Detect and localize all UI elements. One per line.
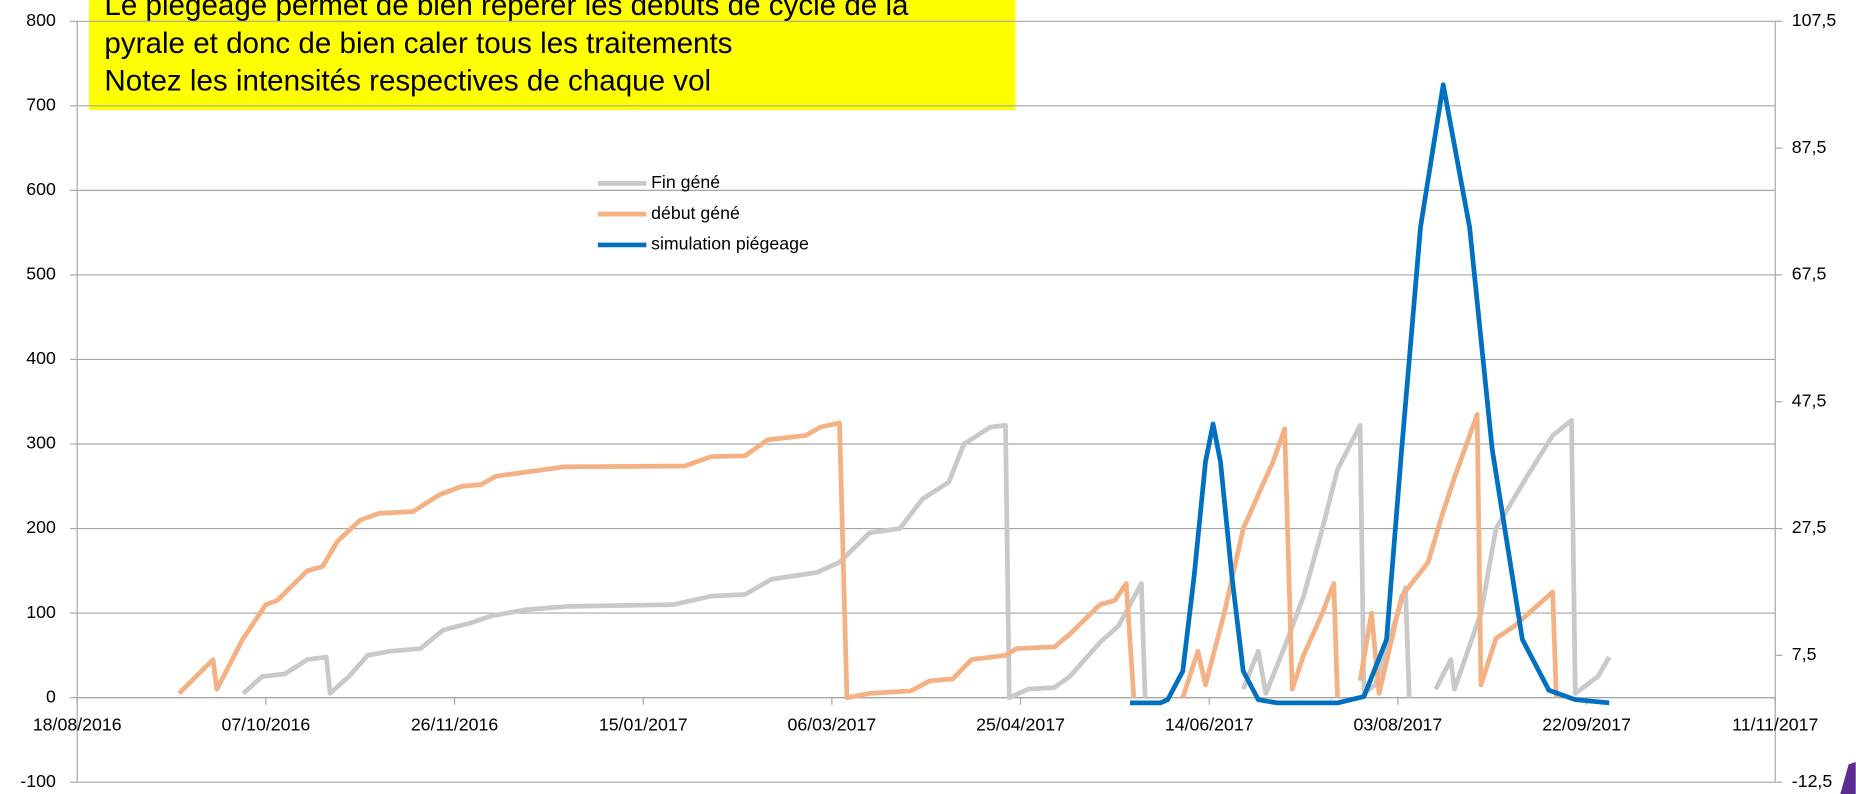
series-line	[241, 417, 1612, 701]
annotation-box	[89, 0, 1016, 111]
x-tick-label: 11/11/2017	[1732, 715, 1818, 735]
x-tick-label: 26/11/2016	[411, 715, 499, 735]
x-tick-label: 25/04/2017	[976, 715, 1065, 735]
annotation-line: Notez les intensités respectives de chaq…	[104, 65, 711, 98]
y2-tick-label: 67,5	[1792, 264, 1827, 284]
y2-tick-label: 87,5	[1792, 137, 1827, 157]
x-tick-label: 18/08/2016	[33, 715, 122, 735]
x-tick-label: 03/08/2017	[1354, 715, 1443, 735]
y2-tick-label: -12,5	[1792, 771, 1833, 791]
y-tick-label: -100	[20, 771, 56, 791]
y-tick-label: 300	[26, 433, 56, 453]
y-tick-label: 400	[26, 348, 56, 368]
x-tick-label: 07/10/2016	[221, 715, 310, 735]
series-line	[1129, 82, 1610, 706]
y-tick-label: 600	[26, 179, 56, 199]
x-tick-label: 22/09/2017	[1542, 715, 1631, 735]
annotation-line: Le piégeage permet de bien repérer les d…	[104, 0, 909, 22]
y2-tick-label: 107,5	[1792, 10, 1837, 30]
y-tick-label: 100	[26, 602, 56, 622]
y2-tick-label: 27,5	[1792, 517, 1827, 537]
annotation-line: pyrale et donc de bien caler tous les tr…	[104, 27, 732, 60]
series-line	[177, 412, 1559, 701]
x-tick-label: 14/06/2017	[1165, 715, 1254, 735]
y2-tick-label: 7,5	[1792, 644, 1817, 664]
y-tick-label: 500	[26, 264, 56, 284]
legend-label: début géné	[651, 203, 740, 223]
legend-label: Fin géné	[651, 172, 720, 192]
y-tick-label: 200	[26, 517, 56, 537]
y2-tick-label: 47,5	[1792, 390, 1827, 410]
y-tick-label: 800	[26, 10, 56, 30]
y-tick-label: 0	[46, 686, 56, 706]
legend-label: simulation piégeage	[651, 234, 809, 254]
x-tick-label: 15/01/2017	[599, 715, 688, 735]
corner-logo	[1840, 762, 1856, 794]
y-tick-label: 700	[26, 95, 56, 115]
x-tick-label: 06/03/2017	[788, 715, 877, 735]
